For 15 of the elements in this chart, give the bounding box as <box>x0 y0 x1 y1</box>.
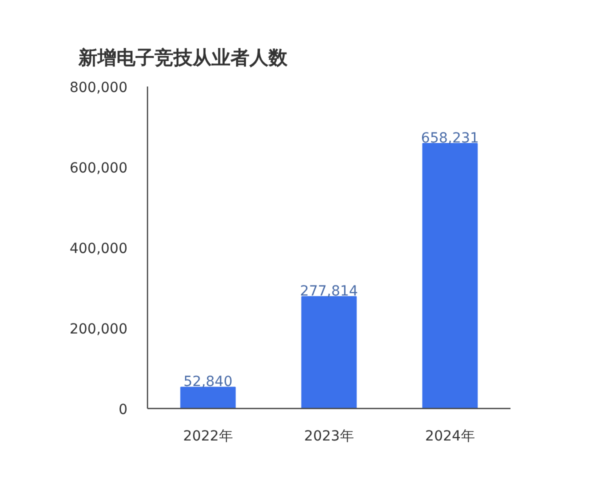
x-tick-label: 2022年 <box>183 428 233 444</box>
data-label: 277,814 <box>300 284 358 300</box>
data-label: 658,231 <box>421 130 479 147</box>
x-tick-label: 2023年 <box>304 428 354 444</box>
y-tick-label: 600,000 <box>70 160 128 176</box>
y-tick-label: 400,000 <box>70 241 128 257</box>
y-tick-label: 200,000 <box>70 322 128 338</box>
bar <box>422 143 478 408</box>
data-label: 52,840 <box>184 374 233 390</box>
bar <box>180 386 236 408</box>
bar <box>301 296 357 408</box>
x-tick-label: 2024年 <box>425 428 475 444</box>
y-tick-label: 0 <box>118 402 128 418</box>
chart-title: 新增电子竞技从业者人数 <box>78 47 288 69</box>
y-tick-label: 800,000 <box>70 80 128 96</box>
